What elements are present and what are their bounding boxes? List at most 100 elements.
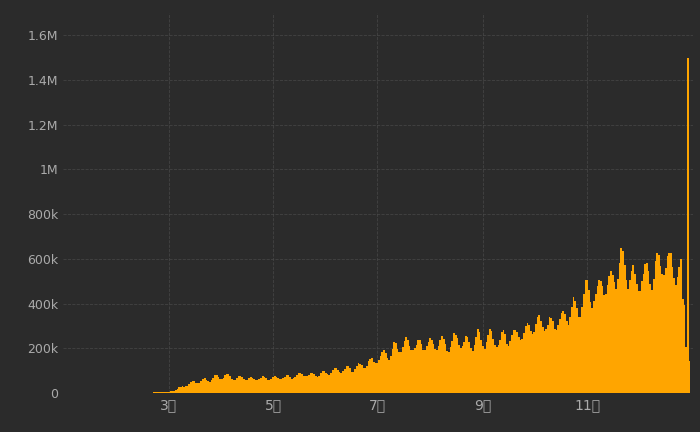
- Bar: [436, 350, 438, 393]
- Bar: [366, 366, 368, 393]
- Bar: [589, 302, 592, 393]
- Bar: [234, 380, 237, 393]
- Bar: [204, 378, 206, 393]
- Bar: [532, 334, 533, 393]
- Bar: [192, 381, 194, 393]
- Bar: [389, 360, 390, 393]
- Bar: [511, 335, 513, 393]
- Bar: [296, 375, 297, 393]
- Bar: [325, 373, 327, 393]
- Bar: [216, 375, 218, 393]
- Bar: [323, 371, 325, 393]
- Bar: [337, 371, 339, 393]
- Bar: [479, 332, 480, 393]
- Bar: [501, 332, 503, 393]
- Bar: [545, 330, 547, 393]
- Bar: [211, 380, 212, 393]
- Bar: [277, 378, 279, 393]
- Bar: [462, 346, 463, 393]
- Bar: [309, 373, 312, 393]
- Bar: [158, 392, 160, 393]
- Bar: [627, 289, 629, 393]
- Bar: [243, 379, 245, 393]
- Bar: [636, 284, 638, 393]
- Bar: [300, 373, 301, 393]
- Bar: [467, 337, 468, 393]
- Bar: [272, 377, 274, 393]
- Bar: [304, 376, 307, 393]
- Bar: [538, 315, 540, 393]
- Bar: [526, 323, 528, 393]
- Bar: [576, 308, 578, 393]
- Bar: [587, 280, 588, 393]
- Bar: [622, 251, 624, 393]
- Bar: [573, 297, 574, 393]
- Bar: [641, 281, 643, 393]
- Bar: [544, 331, 545, 393]
- Bar: [178, 388, 180, 393]
- Bar: [370, 359, 371, 393]
- Bar: [223, 378, 224, 393]
- Bar: [675, 286, 677, 393]
- Bar: [219, 379, 221, 393]
- Bar: [180, 387, 182, 393]
- Bar: [602, 286, 603, 393]
- Bar: [421, 344, 422, 393]
- Bar: [620, 248, 622, 393]
- Bar: [379, 356, 382, 393]
- Bar: [154, 392, 156, 393]
- Bar: [542, 327, 544, 393]
- Bar: [684, 305, 685, 393]
- Bar: [412, 350, 414, 393]
- Bar: [407, 340, 409, 393]
- Bar: [651, 290, 653, 393]
- Bar: [228, 374, 230, 393]
- Bar: [377, 362, 378, 393]
- Bar: [303, 375, 304, 393]
- Bar: [559, 319, 561, 393]
- Bar: [188, 384, 190, 393]
- Bar: [603, 295, 605, 393]
- Bar: [598, 280, 600, 393]
- Bar: [428, 342, 429, 393]
- Bar: [214, 375, 216, 393]
- Bar: [207, 381, 209, 393]
- Bar: [313, 375, 315, 393]
- Bar: [197, 383, 199, 393]
- Bar: [504, 334, 506, 393]
- Bar: [246, 380, 248, 393]
- Bar: [335, 368, 337, 393]
- Bar: [617, 279, 619, 393]
- Bar: [626, 280, 627, 393]
- Bar: [164, 392, 167, 393]
- Bar: [328, 375, 330, 393]
- Bar: [209, 381, 211, 393]
- Bar: [185, 386, 187, 393]
- Bar: [194, 381, 195, 393]
- Bar: [646, 263, 648, 393]
- Bar: [588, 290, 589, 393]
- Bar: [608, 276, 610, 393]
- Bar: [568, 325, 569, 393]
- Bar: [687, 58, 689, 393]
- Bar: [470, 348, 472, 393]
- Bar: [286, 375, 288, 393]
- Bar: [373, 362, 374, 393]
- Bar: [163, 392, 164, 393]
- Bar: [556, 330, 557, 393]
- Bar: [301, 374, 303, 393]
- Bar: [349, 368, 351, 393]
- Bar: [294, 377, 296, 393]
- Bar: [581, 307, 583, 393]
- Bar: [262, 376, 264, 393]
- Bar: [200, 381, 202, 393]
- Bar: [552, 321, 554, 393]
- Bar: [169, 391, 172, 393]
- Bar: [659, 266, 662, 393]
- Bar: [347, 366, 349, 393]
- Bar: [233, 380, 235, 393]
- Bar: [231, 379, 233, 393]
- Bar: [492, 339, 494, 393]
- Bar: [680, 259, 682, 393]
- Bar: [398, 353, 400, 393]
